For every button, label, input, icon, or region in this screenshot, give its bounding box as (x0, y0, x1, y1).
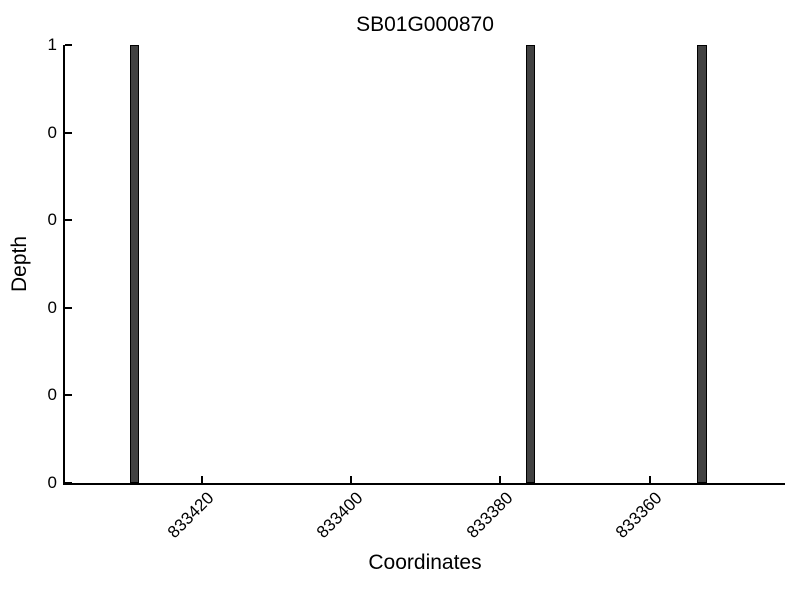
y-tick (65, 44, 72, 46)
y-tick (65, 131, 72, 134)
y-tick-label: 0 (47, 297, 57, 317)
x-axis-label: Coordinates (368, 551, 482, 574)
depth-bar (697, 45, 707, 483)
y-tick-label: 1 (47, 35, 57, 54)
x-tick-label: 833380 (462, 488, 517, 542)
y-tick (65, 219, 72, 222)
x-tick (200, 476, 203, 483)
plot-area (63, 44, 785, 485)
x-tick-label: 833360 (611, 488, 666, 542)
chart-title: SB01G000870 (356, 13, 494, 36)
x-tick (499, 476, 502, 483)
y-tick-label: 0 (47, 210, 57, 230)
y-tick-label: 0 (47, 473, 57, 492)
x-axis-spine (63, 483, 785, 485)
y-tick-label: 0 (47, 122, 57, 142)
depth-bar (525, 45, 536, 483)
y-tick (65, 394, 72, 397)
x-tick-label: 833420 (163, 488, 218, 542)
y-axis-label: Depth (8, 235, 31, 293)
x-tick-label: 833400 (313, 488, 367, 542)
x-tick (648, 476, 651, 483)
y-tick (65, 306, 72, 309)
y-axis-spine (63, 45, 65, 485)
y-tick-label: 0 (47, 385, 57, 405)
x-tick (350, 476, 353, 483)
depth-bar (129, 45, 140, 483)
y-tick (65, 482, 72, 484)
